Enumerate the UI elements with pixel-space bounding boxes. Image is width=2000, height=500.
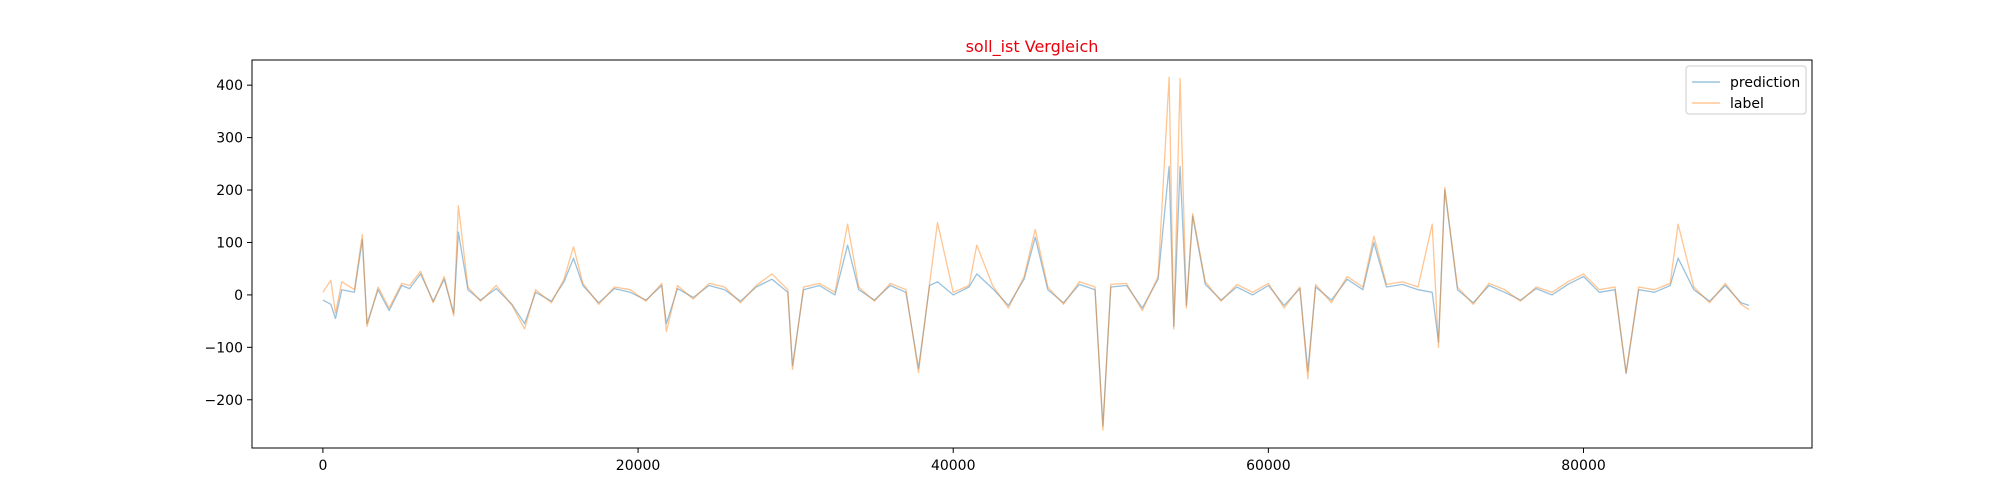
y-tick-label: 100 bbox=[216, 235, 243, 251]
y-tick-label: 200 bbox=[216, 183, 243, 199]
x-axis: 0 20000 40000 60000 80000 bbox=[318, 448, 1606, 474]
y-tick-label: 400 bbox=[216, 78, 243, 94]
legend-label-label: label bbox=[1730, 96, 1764, 112]
y-tick-label: −200 bbox=[205, 393, 243, 409]
x-tick-label: 40000 bbox=[931, 458, 976, 474]
y-tick-label: −100 bbox=[205, 340, 243, 356]
series-line-label bbox=[322, 76, 1750, 431]
x-tick-label: 20000 bbox=[616, 458, 661, 474]
plot-area bbox=[322, 76, 1750, 431]
series-line-prediction bbox=[322, 165, 1750, 427]
x-tick-label: 0 bbox=[318, 458, 327, 474]
legend: prediction label bbox=[1685, 65, 1807, 115]
plot-frame bbox=[251, 59, 1813, 449]
legend-label-prediction: prediction bbox=[1730, 75, 1800, 91]
x-tick-label: 60000 bbox=[1246, 458, 1291, 474]
y-axis: −200 −100 0 100 200 300 400 bbox=[205, 78, 252, 409]
y-tick-label: 0 bbox=[234, 288, 243, 304]
x-tick-label: 80000 bbox=[1561, 458, 1606, 474]
legend-box bbox=[1685, 65, 1807, 115]
chart-title: soll_ist Vergleich bbox=[966, 37, 1099, 57]
y-tick-label: 300 bbox=[216, 131, 243, 147]
